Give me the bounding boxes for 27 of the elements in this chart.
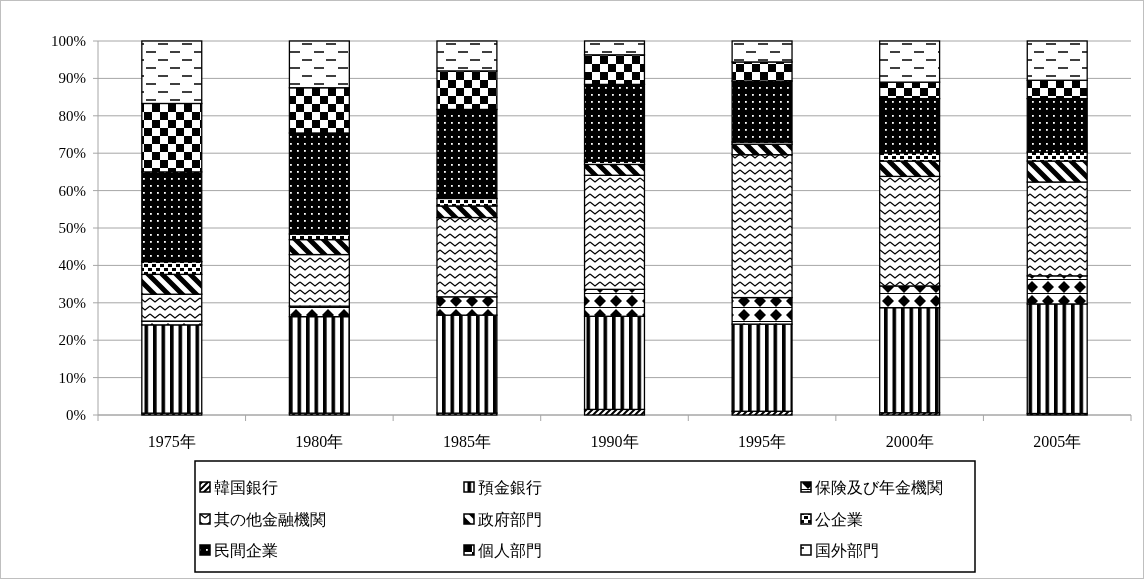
y-tick-label: 90% bbox=[58, 70, 86, 87]
y-tick-label: 40% bbox=[58, 257, 86, 274]
legend-label: 国外部門 bbox=[815, 541, 879, 559]
y-tick-label: 20% bbox=[58, 332, 86, 349]
y-tick-label: 50% bbox=[58, 220, 86, 236]
legend-label: 民間企業 bbox=[214, 541, 278, 559]
legend-label: 其の他金融機関 bbox=[214, 510, 326, 528]
y-tick-label: 100% bbox=[51, 33, 86, 49]
legend-label: 預金銀行 bbox=[478, 478, 542, 496]
legend-label: 公企業 bbox=[815, 510, 863, 528]
x-tick-label: 1985年 bbox=[442, 432, 491, 450]
y-tick-label: 60% bbox=[58, 182, 86, 199]
y-tick-label: 80% bbox=[58, 107, 86, 124]
x-tick-label: 1990年 bbox=[590, 432, 639, 450]
x-tick-label: 1980年 bbox=[295, 432, 344, 450]
x-tick-label: 1975年 bbox=[147, 432, 196, 450]
x-tick-label: 1995年 bbox=[738, 432, 787, 450]
y-tick-label: 30% bbox=[58, 294, 86, 311]
x-tick-label: 2005年 bbox=[1033, 432, 1082, 450]
legend-label: 政府部門 bbox=[478, 510, 542, 528]
legend-label: 韓国銀行 bbox=[214, 478, 278, 496]
y-tick-label: 70% bbox=[58, 145, 86, 162]
legend-label: 保険及び年金機関 bbox=[815, 478, 943, 496]
y-tick-label: 0% bbox=[66, 407, 86, 423]
legend-label: 個人部門 bbox=[478, 541, 542, 559]
y-tick-label: 10% bbox=[58, 369, 86, 386]
x-tick-label: 2000年 bbox=[885, 432, 934, 450]
